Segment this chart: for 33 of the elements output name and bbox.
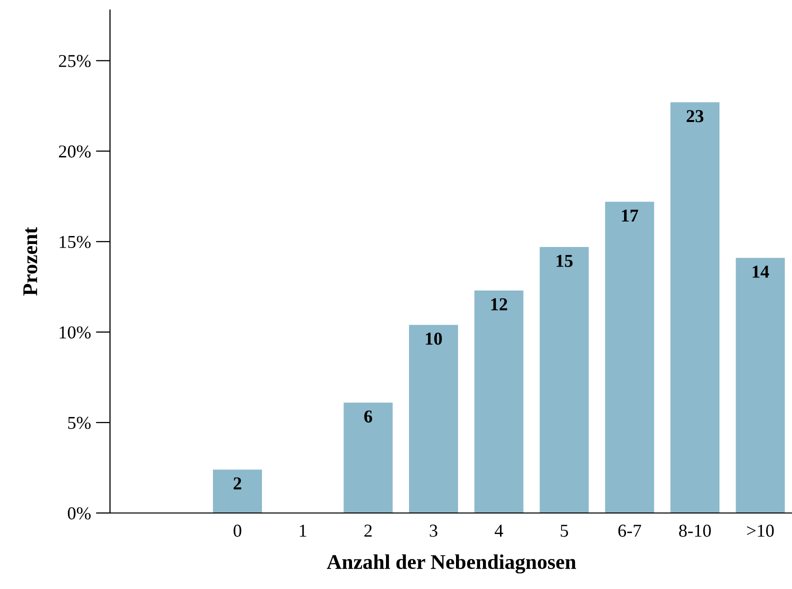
bar bbox=[474, 290, 524, 513]
bar bbox=[540, 247, 589, 513]
data-label: 2 bbox=[234, 477, 242, 490]
y-tick-label: 10% bbox=[60, 326, 91, 339]
bar bbox=[344, 402, 393, 513]
data-label: 17 bbox=[622, 210, 638, 222]
data-label: 23 bbox=[686, 110, 704, 122]
bar bbox=[736, 258, 785, 513]
x-tick-label: 4 bbox=[494, 524, 504, 537]
data-label: 12 bbox=[491, 298, 508, 310]
x-tick-label: 8-10 bbox=[679, 524, 711, 537]
x-tick-label: 6-7 bbox=[618, 524, 642, 537]
bar bbox=[409, 324, 458, 513]
x-tick-label: 3 bbox=[430, 524, 438, 537]
x-tick-label: 2 bbox=[364, 524, 372, 537]
x-tick-label: 5 bbox=[560, 524, 568, 537]
bar bbox=[605, 202, 654, 513]
x-tick-label: 0 bbox=[234, 524, 242, 537]
data-label: 14 bbox=[752, 266, 770, 278]
data-label: 10 bbox=[426, 332, 442, 345]
y-tick-label: 15% bbox=[60, 236, 91, 248]
y-tick-label: 5% bbox=[68, 416, 91, 430]
bar bbox=[212, 470, 262, 513]
y-tick-label: 25% bbox=[58, 54, 91, 68]
data-label: 6 bbox=[364, 410, 372, 423]
bar bbox=[670, 102, 720, 513]
data-label: 15 bbox=[556, 254, 573, 267]
y-tick-label: 0% bbox=[68, 507, 91, 520]
y-tick-label: 20% bbox=[58, 145, 91, 158]
y-axis-title: Prozent bbox=[23, 227, 38, 296]
x-tick-label: 1 bbox=[300, 524, 306, 537]
x-axis-title: Anzahl der Nebendiagnosen bbox=[326, 554, 576, 574]
x-tick-label: >10 bbox=[747, 524, 774, 537]
